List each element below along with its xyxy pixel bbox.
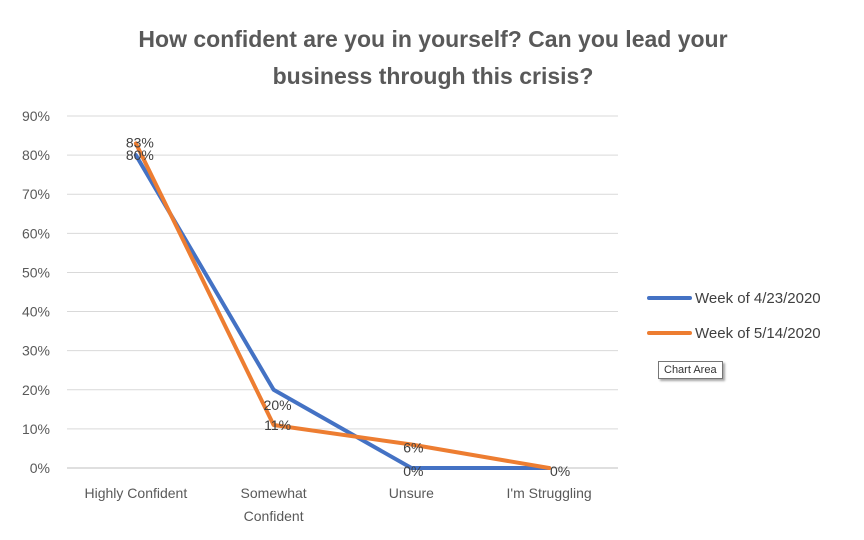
- y-tick-label: 30%: [22, 343, 50, 359]
- x-tick-label: Highly Confident: [85, 485, 188, 501]
- series-lines: [133, 141, 552, 470]
- data-label: 0%: [550, 463, 570, 479]
- y-tick-label: 0%: [30, 460, 50, 476]
- chart-area-tooltip: Chart Area: [658, 361, 723, 379]
- legend-label: Week of 5/14/2020: [695, 325, 821, 342]
- x-tick-label: Confident: [244, 508, 304, 524]
- data-label: 6%: [403, 440, 423, 456]
- data-labels: 80% 20% 0% 0% 83% 11% 6%: [126, 134, 570, 479]
- y-axis: 0% 10% 20% 30% 40% 50% 60% 70% 80% 90%: [22, 108, 50, 476]
- legend-label: Week of 4/23/2020: [695, 290, 821, 307]
- series-line-1[interactable]: [133, 153, 552, 470]
- y-tick-label: 70%: [22, 186, 50, 202]
- chart-title-line-1: How confident are you in yourself? Can y…: [138, 26, 727, 52]
- data-label: 83%: [126, 134, 154, 150]
- x-tick-label: Somewhat: [241, 485, 307, 501]
- chart-title-line-2: business through this crisis?: [273, 63, 594, 89]
- x-tick-label: I'm Struggling: [507, 485, 592, 501]
- y-tick-label: 20%: [22, 382, 50, 398]
- data-label: 11%: [264, 417, 291, 433]
- y-tick-label: 40%: [22, 304, 50, 320]
- y-tick-label: 60%: [22, 225, 50, 241]
- data-label: 20%: [264, 397, 292, 413]
- series-line-2[interactable]: [133, 141, 552, 470]
- y-tick-label: 50%: [22, 264, 50, 280]
- legend[interactable]: Week of 4/23/2020 Week of 5/14/2020: [647, 290, 821, 342]
- x-axis: Highly Confident Somewhat Confident Unsure I…: [85, 485, 592, 524]
- y-tick-label: 10%: [22, 421, 50, 437]
- data-label: 80%: [126, 147, 154, 163]
- x-tick-label: Unsure: [389, 485, 434, 501]
- y-tick-label: 90%: [22, 108, 50, 124]
- data-label: 0%: [403, 463, 423, 479]
- y-tick-label: 80%: [22, 147, 50, 163]
